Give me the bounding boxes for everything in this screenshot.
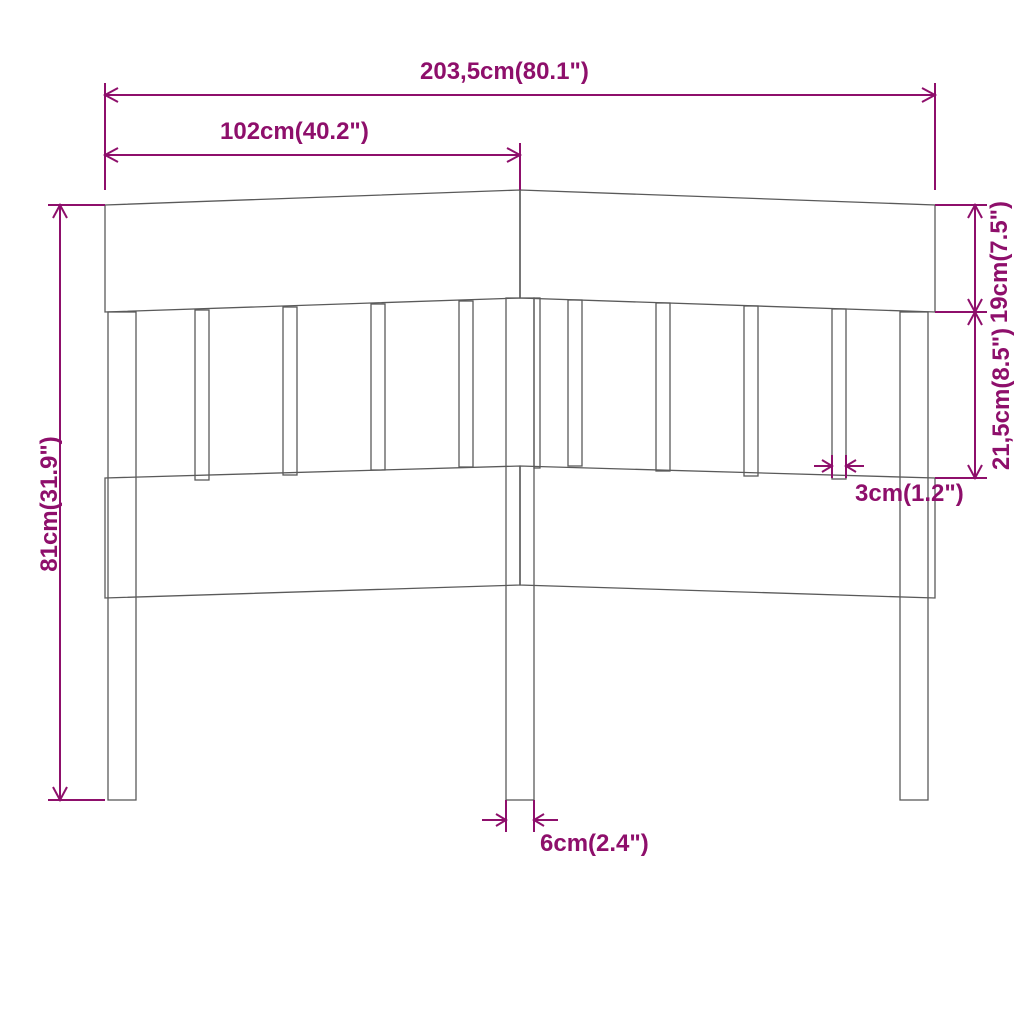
- label-total-width: 203,5cm(80.1"): [420, 58, 589, 86]
- product-outline: [105, 190, 935, 800]
- label-slat-width: 3cm(1.2"): [855, 480, 964, 508]
- label-gap-height: 21,5cm(8.5"): [988, 309, 1016, 489]
- label-leg-width: 6cm(2.4"): [540, 830, 649, 858]
- drawing-svg: [0, 0, 1024, 1024]
- technical-drawing: 203,5cm(80.1") 102cm(40.2") 81cm(31.9") …: [0, 0, 1024, 1024]
- label-half-width: 102cm(40.2"): [220, 118, 369, 146]
- label-total-height: 81cm(31.9"): [36, 424, 64, 584]
- dimension-lines: [48, 83, 987, 832]
